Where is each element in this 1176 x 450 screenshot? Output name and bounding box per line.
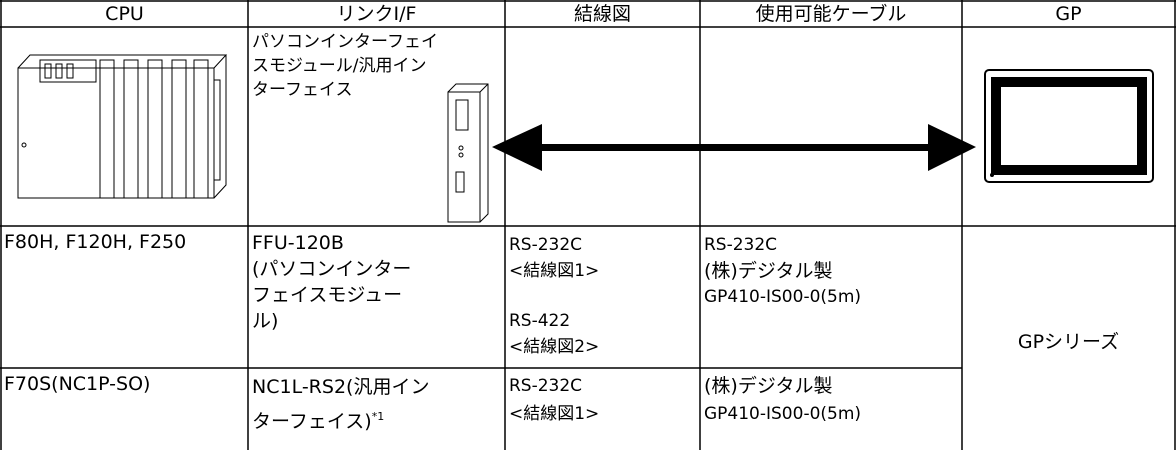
line: スモジュール/汎用イン [252,56,427,76]
arrow [492,124,976,171]
line: <結線図1> [509,261,600,281]
line: RS-232C [509,376,583,396]
gp-icon [984,69,1154,183]
line: GP410-IS00-0(5m) [704,404,862,424]
line: (株)デジタル製 [704,260,833,282]
cell-text: (株)デジタル製 GP410-IS00-0(5m) [704,372,861,428]
header-cell: 結線図 [573,3,631,25]
cell-text: GPシリーズ [1017,331,1120,353]
line: <結線図2> [509,337,600,357]
cell-text: FFU-120B (パソコンインター フェイスモジュー ル) [252,230,411,334]
line: (株)デジタル製 [704,375,833,397]
line: <結線図1> [509,404,600,424]
line: GP410-IS00-0(5m) [704,287,862,307]
line-text: ターフェイス) [252,410,372,433]
line: RS-422 [509,311,571,331]
cell-text: パソコンインターフェイ スモジュール/汎用イン ターフェイス [252,30,438,102]
cell-text: RS-232C (株)デジタル製 GP410-IS00-0(5m) [704,232,861,310]
cell-text: NC1L-RS2(汎用イン ターフェイス)*1 [252,372,429,436]
line: RS-232C [704,235,778,255]
line: パソコンインターフェイ [252,32,438,52]
line: FFU-120B [252,232,344,254]
line: ターフェイス [252,80,353,100]
line: ル) [252,310,279,332]
cell-text: RS-232C <結線図1> RS-422 <結線図2> [509,232,599,360]
plc-icon [17,54,228,199]
header-cell: 使用可能ケーブル [755,3,907,25]
line: NC1L-RS2(汎用イン [252,376,430,398]
header-cell: リンクI/F [336,3,417,25]
header-cell: GP [1055,3,1082,25]
line: RS-232C [509,235,583,255]
line: ターフェイス)*1 [252,402,429,436]
cell-text: F70S(NC1P-SO) [4,373,151,395]
line: (パソコンインター [252,258,412,280]
line: フェイスモジュー [252,284,403,306]
link-module-icon [447,83,489,223]
cell-text: RS-232C <結線図1> [509,372,599,428]
header-cell: CPU [105,3,144,25]
cell-text: F80H, F120H, F250 [4,231,187,253]
footnote-mark: *1 [371,410,385,423]
